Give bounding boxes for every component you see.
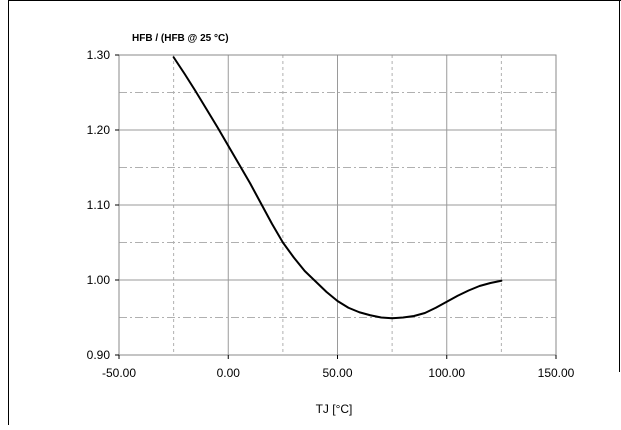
axis-ticks: 0.90 1.00 1.10 1.20 1.30 -50.00 0.00 50.00 100.0… <box>87 48 575 380</box>
grid <box>119 55 556 355</box>
y-tick-label: 1.10 <box>87 198 111 212</box>
y-tick-label: 1.20 <box>87 123 111 137</box>
y-tick-label: 1.00 <box>87 273 111 287</box>
x-tick-label: 0.00 <box>217 366 241 380</box>
x-tick-label: -50.00 <box>102 366 136 380</box>
x-tick-label: 150.00 <box>538 366 575 380</box>
x-tick-label: 100.00 <box>428 366 465 380</box>
y-axis-title: HFB / (HFB @ 25 °C) <box>132 33 229 44</box>
x-axis-title: TJ [°C] <box>316 402 353 416</box>
y-tick-label: 1.30 <box>87 48 111 62</box>
y-tick-label: 0.90 <box>87 348 111 362</box>
series-line <box>172 56 503 320</box>
series-group <box>172 56 503 320</box>
x-tick-label: 50.00 <box>322 366 352 380</box>
